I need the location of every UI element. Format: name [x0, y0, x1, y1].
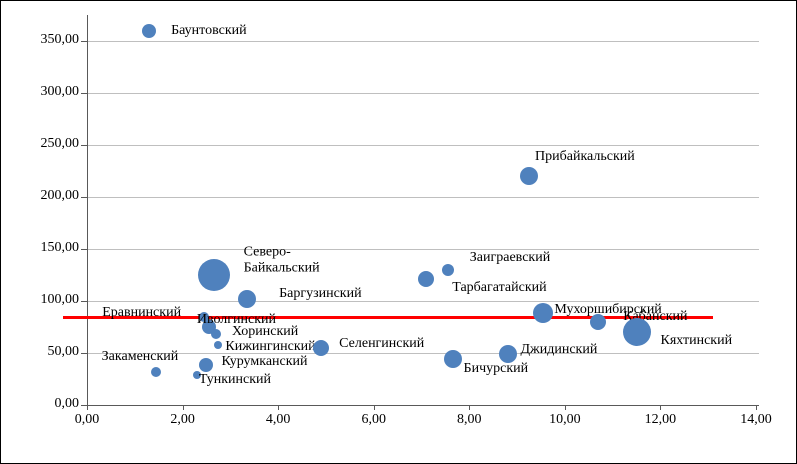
point-label: Баргузинский	[279, 286, 362, 302]
data-bubble	[590, 313, 607, 330]
point-label: Баунтовский	[171, 22, 247, 38]
data-bubble	[418, 271, 435, 288]
data-bubble	[197, 259, 230, 291]
x-axis-tick	[278, 405, 280, 410]
point-label: Прибайкальский	[535, 149, 635, 165]
y-tick-label: 150,00	[40, 240, 80, 255]
data-bubble	[313, 339, 330, 356]
y-axis-tick	[81, 353, 87, 354]
y-tick-label: 250,00	[40, 136, 80, 151]
data-bubble	[533, 303, 554, 324]
data-bubble	[199, 358, 214, 373]
data-bubble	[441, 263, 454, 276]
x-tick-label: 14,00	[740, 412, 772, 427]
x-axis-tick	[182, 405, 184, 410]
gridline	[87, 40, 759, 42]
point-label: Хоринский	[232, 324, 299, 340]
data-bubble	[211, 329, 222, 340]
gridline	[87, 352, 759, 354]
x-axis-tick	[564, 405, 566, 410]
gridline	[87, 300, 759, 302]
y-tick-label: 100,00	[40, 292, 80, 307]
y-axis-tick	[81, 145, 87, 146]
x-tick-label: 12,00	[644, 412, 677, 427]
x-tick-label: 8,00	[457, 412, 482, 427]
x-tick-label: 2,00	[170, 412, 195, 427]
point-label: Заиграевский	[469, 249, 551, 265]
y-axis-tick	[81, 93, 87, 94]
data-bubble	[443, 350, 462, 369]
y-axis-tick	[81, 197, 87, 198]
gridline	[87, 144, 759, 146]
y-tick-label: 300,00	[40, 84, 80, 99]
point-label: Джидинский	[520, 342, 598, 358]
x-tick-label: 4,00	[265, 412, 291, 427]
point-label: Кяхтинский	[660, 333, 733, 349]
x-axis	[87, 405, 759, 406]
y-axis-tick	[81, 249, 87, 250]
y-tick-label: 350,00	[40, 32, 80, 47]
gridline	[87, 248, 759, 250]
point-label: Тарбагатайский	[452, 280, 547, 296]
reference-line	[63, 315, 713, 319]
point-label: Тункинский	[198, 371, 272, 387]
point-label: Курумканский	[221, 354, 308, 370]
y-tick-label: 0,00	[54, 396, 80, 411]
gridline	[87, 92, 759, 94]
x-axis-tick	[756, 405, 757, 410]
y-tick-label: 50,00	[47, 344, 80, 359]
y-axis-tick	[81, 405, 87, 406]
data-bubble	[520, 167, 539, 186]
data-bubble	[498, 345, 517, 364]
data-bubble	[199, 311, 210, 322]
x-tick-label: 10,00	[549, 412, 581, 427]
y-tick-label: 200,00	[40, 188, 80, 203]
x-tick-label: 6,00	[361, 412, 386, 427]
data-bubble	[622, 318, 651, 347]
y-axis-tick	[81, 41, 87, 42]
y-axis-tick	[81, 301, 87, 302]
x-axis-tick	[373, 405, 375, 410]
x-axis-tick	[87, 405, 88, 410]
y-axis	[87, 15, 88, 406]
gridline	[87, 196, 759, 198]
x-axis-tick	[469, 405, 471, 410]
data-bubble	[192, 370, 201, 379]
data-bubble	[151, 366, 162, 377]
point-label: Селенгинский	[339, 335, 425, 351]
data-bubble	[238, 289, 257, 308]
x-tick-label: 0,00	[74, 412, 100, 427]
x-axis-tick	[660, 405, 662, 410]
data-bubble	[142, 23, 157, 38]
data-bubble	[214, 340, 223, 349]
point-label: Бичурский	[463, 361, 529, 377]
